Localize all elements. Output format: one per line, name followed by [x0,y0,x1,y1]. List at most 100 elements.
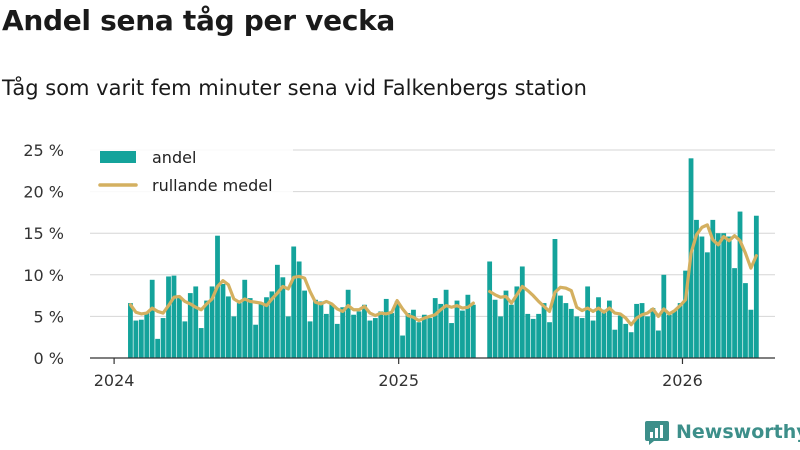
bar [487,261,493,358]
bar [171,275,177,358]
bar [547,322,552,358]
bar [220,283,226,358]
chart-subtitle: Tåg som varit fem minuter sena vid Falke… [2,76,587,100]
bar [454,300,460,358]
bar [715,233,721,358]
bar [432,298,438,358]
bar [694,219,699,358]
bar [568,308,574,358]
brand-logo: Newsworthy [644,419,800,445]
bar [438,303,444,358]
bar [296,261,302,358]
bar [258,303,264,358]
series-line-segment [488,223,758,327]
bar [525,313,531,358]
bar [204,300,210,358]
bar [144,312,150,358]
bar [623,323,629,358]
bar [182,321,188,358]
bar [193,286,199,358]
bar [405,313,411,358]
bar [372,318,378,358]
chart-title: Andel sena tåg per vecka [2,4,396,37]
bar [215,235,220,358]
bar [155,338,161,358]
bar [465,294,471,358]
bar [639,303,645,358]
bar [677,303,683,358]
bar [536,313,542,358]
bar [421,314,427,358]
bar [743,283,748,358]
brand-name: Newsworthy [676,421,800,443]
bar [590,320,596,358]
bar [650,308,656,358]
bar [612,329,618,358]
y-tick-label: 15 % [23,224,64,243]
bar [133,320,139,358]
newsworthy-icon [645,421,669,445]
bar [460,310,465,358]
bar [334,323,340,358]
bar [198,328,204,358]
bar [307,321,313,358]
bar [628,332,634,358]
y-tick-label: 0 % [34,349,64,368]
bar [721,233,727,358]
bar [351,314,356,358]
series-line-segment [128,274,475,323]
bar [291,246,297,358]
bar [514,286,520,358]
bar [601,309,607,358]
bar [318,301,324,358]
bar [634,303,639,358]
bar [394,301,400,358]
bar [329,303,335,358]
bar [378,311,384,358]
legend-label-rullande-medel: rullande medel [152,176,273,195]
bar [753,215,759,358]
bar [160,318,166,358]
x-tick-label: 2025 [378,371,419,390]
bar [574,316,580,358]
bar [247,298,253,358]
bar [253,324,259,358]
y-tick-label: 10 % [23,266,64,285]
bar [732,268,737,358]
bar [383,298,389,358]
bar [704,252,710,358]
y-tick-label: 20 % [23,183,64,202]
bar [416,322,422,358]
bar [683,270,688,358]
bar [606,300,612,358]
bar [166,276,171,358]
bar [509,304,514,358]
bar [226,296,231,358]
bar [242,279,248,358]
bar [710,219,716,358]
bar [356,311,362,358]
y-tick-label: 5 % [34,307,64,326]
bar [503,290,509,358]
bar [737,211,743,358]
bar [655,330,661,358]
bar [411,309,416,358]
bar [400,335,405,358]
bar [236,303,242,358]
bar [645,316,650,358]
bar [389,313,395,358]
legend-label-andel: andel [152,148,196,167]
x-tick-label: 2024 [94,371,135,390]
bar [563,303,569,358]
bar [302,290,307,358]
bar [666,314,672,358]
bar [362,304,367,358]
bar [231,316,237,358]
bar [558,295,563,358]
bar [138,319,144,358]
bar [492,299,498,358]
bar [128,303,133,358]
bar [498,316,503,358]
bar [149,279,155,358]
